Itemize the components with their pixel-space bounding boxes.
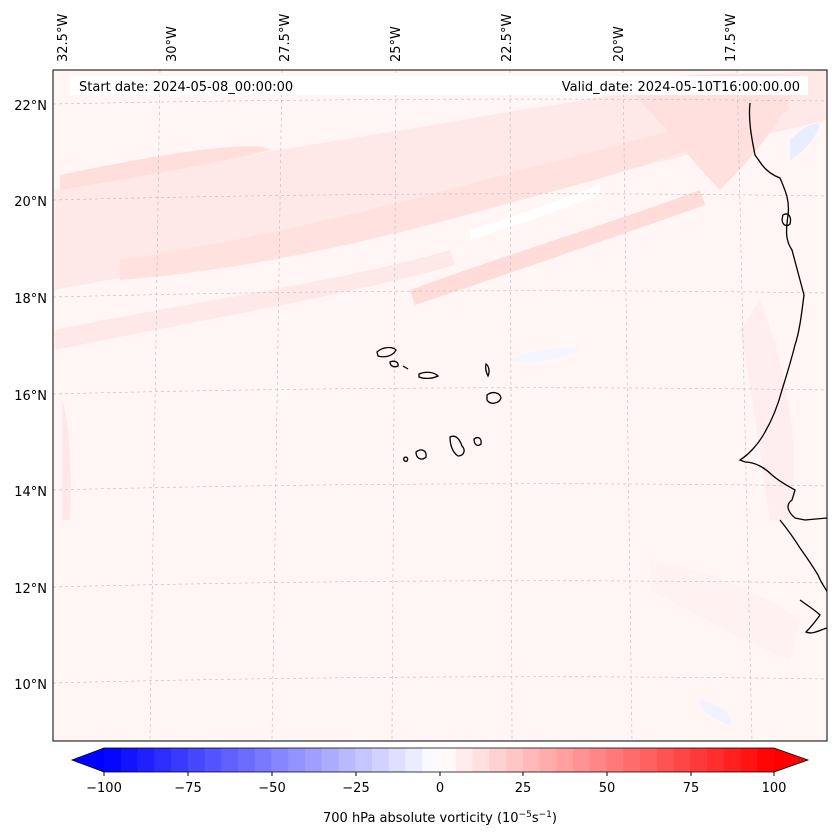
colorbar-segment	[589, 748, 607, 772]
colorbar-tick-label: 50	[599, 781, 616, 796]
lat-label: 20°N	[14, 195, 47, 210]
colorbar-segment	[104, 748, 122, 772]
lat-label: 12°N	[14, 582, 47, 597]
colorbar-segment	[690, 748, 708, 772]
colorbar-segment	[120, 748, 138, 772]
lon-label: 22.5°W	[500, 14, 515, 62]
colorbar-segment	[221, 748, 239, 772]
colorbar-tick-label: 0	[436, 781, 444, 796]
colorbar-segment	[656, 748, 674, 772]
colorbar-segment	[422, 748, 440, 772]
colorbar-segment	[455, 748, 473, 772]
colorbar-segment	[506, 748, 524, 772]
lon-label: 17.5°W	[724, 14, 739, 62]
colorbar-segment	[338, 748, 356, 772]
colorbar-segment	[522, 748, 540, 772]
graticule	[53, 70, 827, 741]
lon-label: 30°W	[165, 26, 180, 62]
header-strip	[70, 76, 808, 95]
colorbar-segment	[673, 748, 691, 772]
lat-label: 22°N	[14, 99, 47, 114]
latitude-labels: 22°N 20°N 18°N 16°N 14°N 12°N 10°N	[14, 99, 47, 693]
colorbar-segment	[573, 748, 591, 772]
colorbar-segment	[489, 748, 507, 772]
colorbar-segment	[539, 748, 557, 772]
colorbar-segment	[171, 748, 189, 772]
colorbar-segment	[372, 748, 390, 772]
lat-label: 10°N	[14, 678, 47, 693]
colorbar-segments	[104, 748, 775, 772]
colorbar-tick-label: −50	[258, 781, 285, 796]
colorbar-segment	[204, 748, 222, 772]
colorbar-segment	[405, 748, 423, 772]
colorbar-segment	[187, 748, 205, 772]
colorbar-tick-label: −25	[342, 781, 369, 796]
colorbar-segment	[388, 748, 406, 772]
colorbar-segment	[707, 748, 725, 772]
colorbar-ticks	[103, 772, 775, 776]
colorbar-extend-high	[774, 748, 808, 772]
colorbar-segment	[472, 748, 490, 772]
colorbar: −100 −75 −50 −25 0 25 50 75 100 700 hPa …	[70, 747, 810, 826]
lon-label: 25°W	[389, 26, 404, 62]
colorbar-label: 700 hPa absolute vorticity (10−5s−1)	[323, 810, 557, 826]
lat-label: 16°N	[14, 389, 47, 404]
colorbar-segment	[154, 748, 172, 772]
colorbar-segment	[740, 748, 758, 772]
longitude-labels: 32.5°W 30°W 27.5°W 25°W 22.5°W 20°W 17.5…	[56, 14, 739, 62]
colorbar-segment	[288, 748, 306, 772]
colorbar-segment	[238, 748, 256, 772]
colorbar-tick-label: 25	[515, 781, 532, 796]
valid-date-text: Valid_date: 2024-05-10T16:00:00.00	[562, 80, 800, 95]
colorbar-tick-label: −75	[174, 781, 201, 796]
lat-label: 14°N	[14, 485, 47, 500]
lon-label: 32.5°W	[56, 14, 71, 62]
colorbar-extend-low	[72, 748, 104, 772]
colorbar-segment	[556, 748, 574, 772]
map-frame	[52, 69, 828, 742]
colorbar-segment	[640, 748, 658, 772]
start-date-text: Start date: 2024-05-08_00:00:00	[79, 80, 293, 95]
colorbar-segment	[254, 748, 272, 772]
lon-label: 27.5°W	[278, 14, 293, 62]
colorbar-segment	[723, 748, 741, 772]
colorbar-segment	[355, 748, 373, 772]
lon-label: 20°W	[612, 26, 627, 62]
lat-label: 18°N	[14, 292, 47, 307]
colorbar-segment	[623, 748, 641, 772]
colorbar-segment	[757, 748, 775, 772]
colorbar-tick-label: 75	[683, 781, 700, 796]
colorbar-segment	[606, 748, 624, 772]
vorticity-field	[55, 70, 827, 725]
colorbar-tick-label: −100	[86, 781, 122, 796]
colorbar-segment	[321, 748, 339, 772]
colorbar-segment	[305, 748, 323, 772]
coastlines	[376, 102, 827, 634]
colorbar-segment	[439, 748, 457, 772]
colorbar-tick-label: 100	[762, 781, 787, 796]
colorbar-segment	[271, 748, 289, 772]
colorbar-segment	[137, 748, 155, 772]
